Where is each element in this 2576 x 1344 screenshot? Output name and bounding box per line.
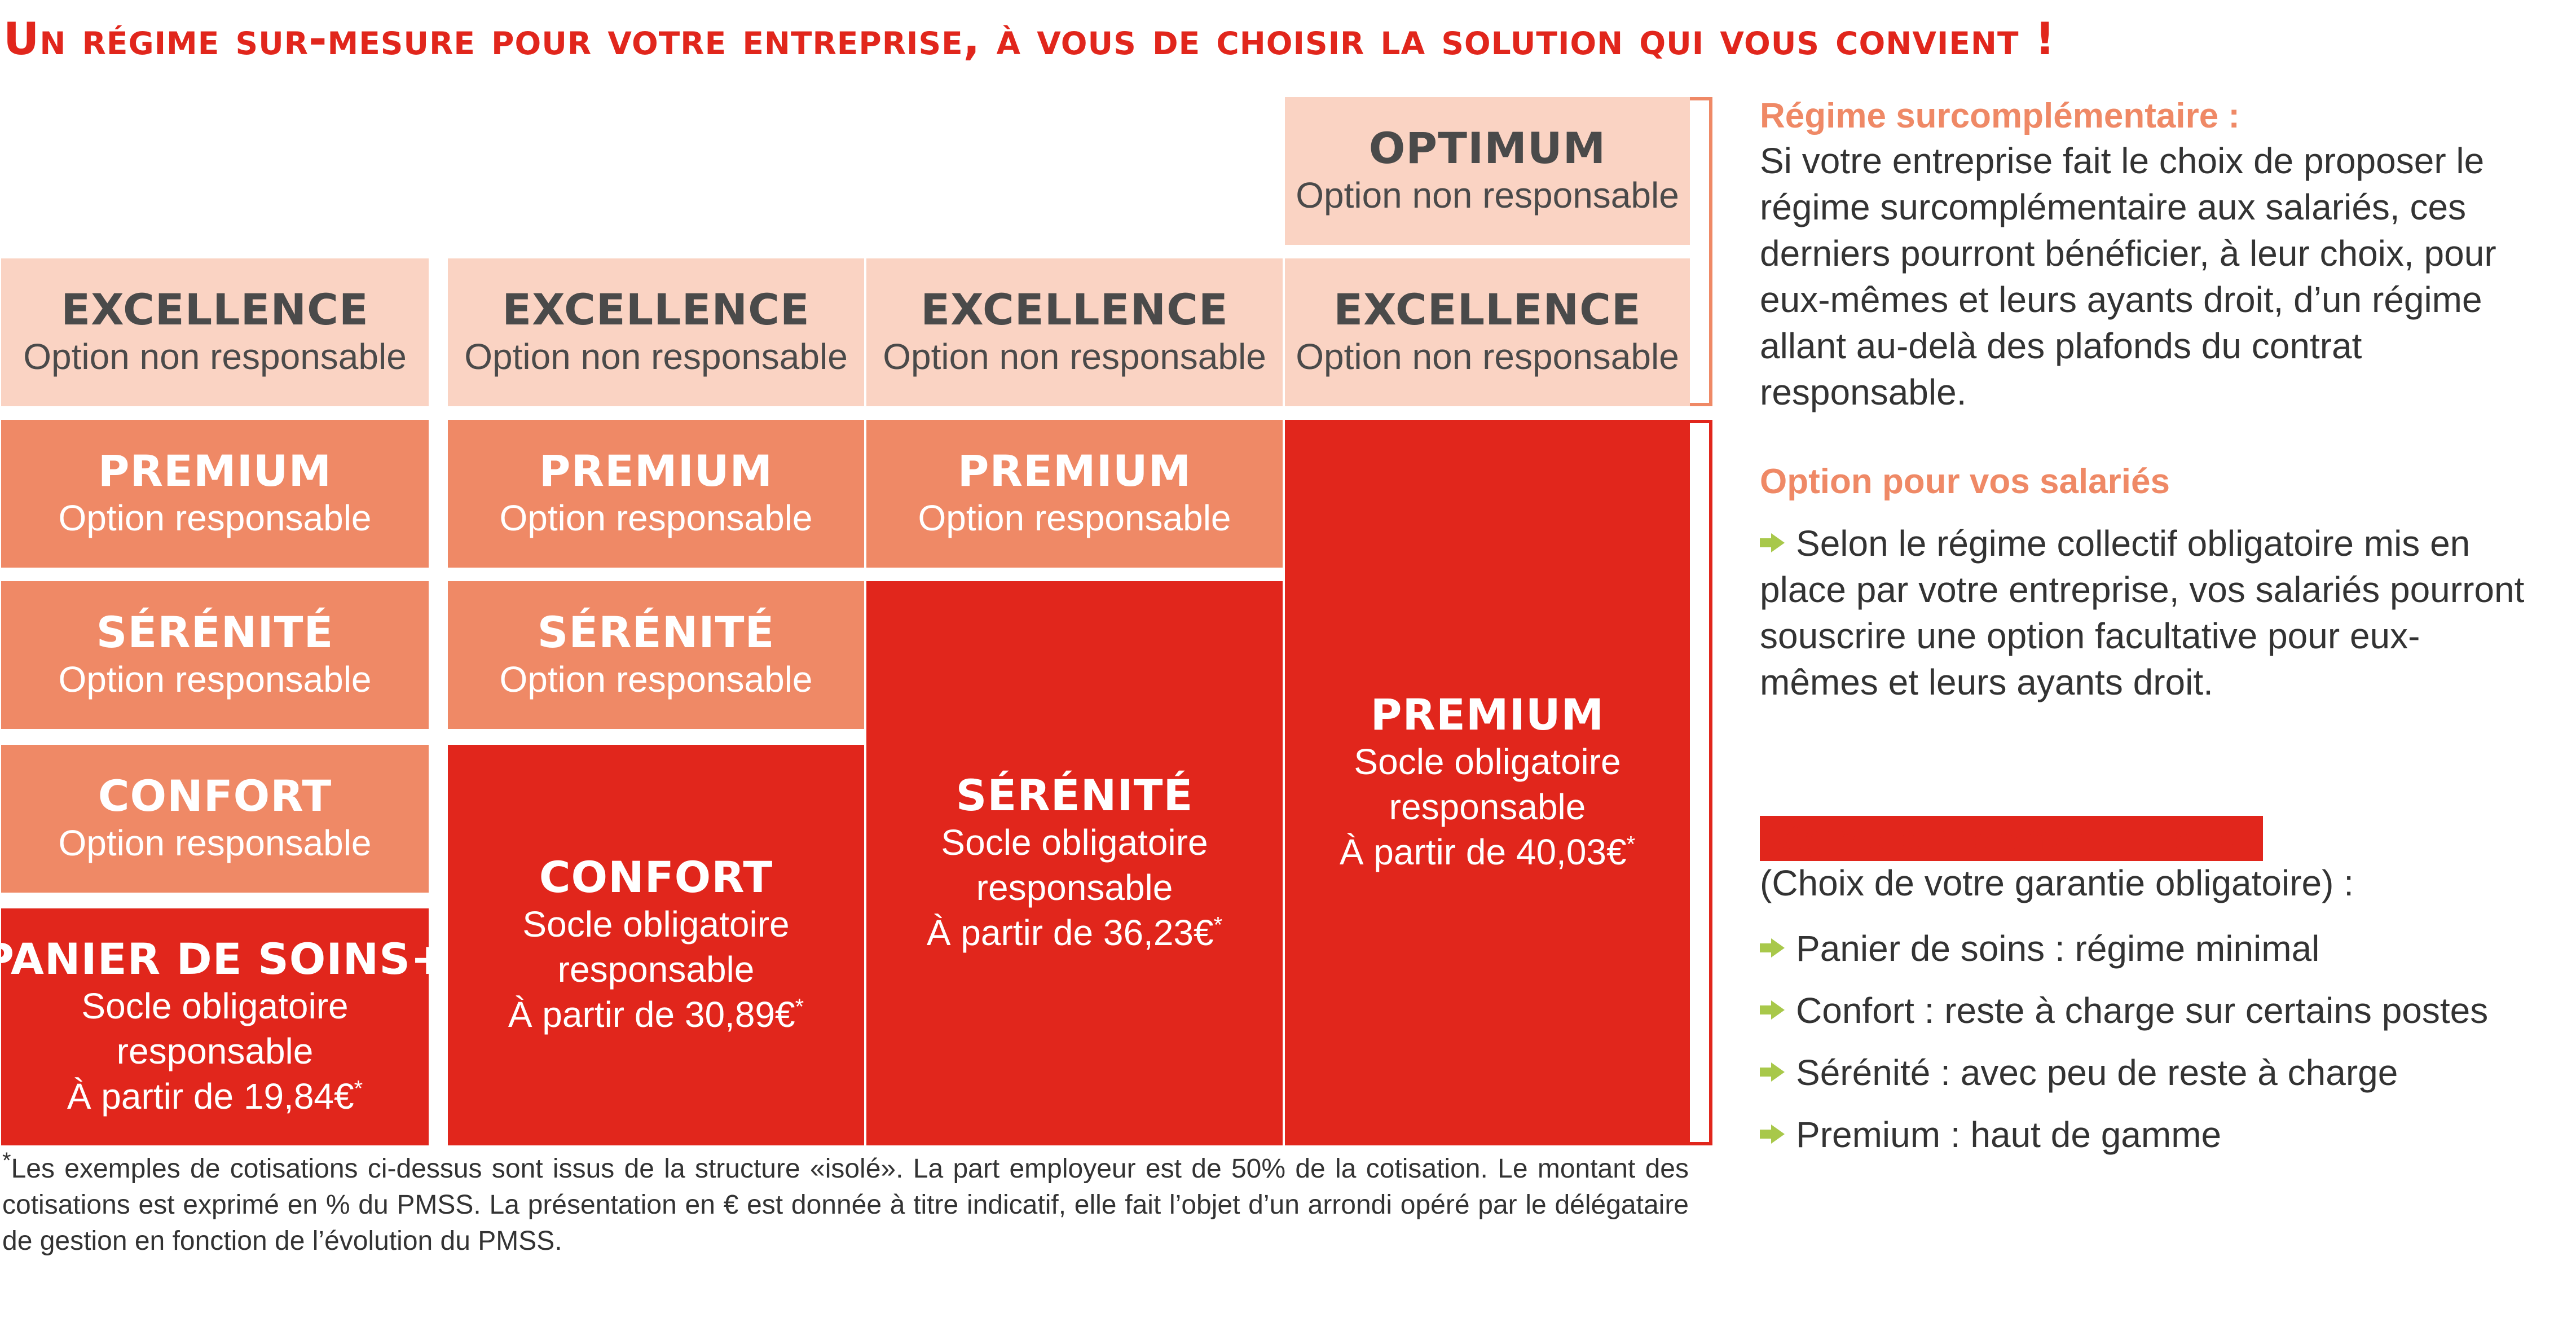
col1-confort-box: CONFORT Option responsable — [1, 745, 429, 893]
col4-base-name: PREMIUM — [1370, 689, 1605, 740]
col3-base-price: À partir de 36,23€* — [926, 912, 1223, 953]
surcomplementaire-bracket — [1690, 97, 1712, 406]
col2-base-desc: Socle obligatoire responsable — [522, 904, 790, 990]
col2-base-name: CONFORT — [539, 852, 773, 902]
col1-serenite-box: SÉRÉNITÉ Option responsable — [1, 581, 429, 729]
col2-base-box: CONFORT Socle obligatoire responsable À … — [448, 745, 864, 1145]
col2-serenite-sub: Option responsable — [499, 659, 813, 700]
col4-excellence-sub: Option non responsable — [1296, 336, 1679, 377]
col3-excellence-name: EXCELLENCE — [921, 284, 1228, 335]
col2-premium-name: PREMIUM — [539, 446, 773, 496]
col2-excellence-box: EXCELLENCE Option non responsable — [448, 258, 864, 406]
col3-excellence-box: EXCELLENCE Option non responsable — [866, 258, 1283, 406]
col2-serenite-box: SÉRÉNITÉ Option responsable — [448, 581, 864, 729]
col2-premium-box: PREMIUM Option responsable — [448, 420, 864, 568]
col1-confort-name: CONFORT — [98, 771, 332, 821]
col4-optimum-box: OPTIMUM Option non responsable — [1285, 97, 1690, 245]
col1-base-name: PANIER DE SOINS+ — [0, 934, 447, 984]
col1-base-box: PANIER DE SOINS+ Socle obligatoire respo… — [0, 908, 447, 1145]
col3-premium-sub: Option responsable — [918, 498, 1231, 538]
col2-premium-sub: Option responsable — [499, 498, 813, 538]
col4-base-box: PREMIUM Socle obligatoire responsable À … — [1285, 420, 1690, 1145]
green-arrow-icon — [1760, 1062, 1785, 1082]
col3-premium-name: PREMIUM — [957, 446, 1192, 496]
page-title: Un régime sur-mesure pour votre entrepri… — [3, 14, 2056, 65]
socle-item-serenite: Sérénité : avec peu de reste à charge — [1760, 1049, 2572, 1096]
col1-base-price: À partir de 19,84€* — [67, 1076, 363, 1117]
col4-base-desc: Socle obligatoire responsable — [1354, 741, 1621, 827]
col3-excellence-sub: Option non responsable — [883, 336, 1266, 377]
option-salaries-item: Selon le régime collectif obligatoire mi… — [1760, 523, 2525, 702]
green-arrow-icon — [1760, 1000, 1785, 1020]
col1-excellence-name: EXCELLENCE — [61, 284, 369, 335]
socle-item-panier: Panier de soins : régime minimal — [1760, 925, 2572, 972]
col1-premium-name: PREMIUM — [98, 446, 332, 496]
green-arrow-icon — [1760, 938, 1785, 958]
col4-excellence-name: EXCELLENCE — [1333, 284, 1641, 335]
col1-serenite-sub: Option responsable — [58, 659, 372, 700]
col1-premium-sub: Option responsable — [58, 498, 372, 538]
col1-confort-sub: Option responsable — [58, 823, 372, 863]
surcomplementaire-text: Si votre entreprise fait le choix de pro… — [1760, 140, 2496, 412]
col2-excellence-name: EXCELLENCE — [502, 284, 810, 335]
col3-premium-box: PREMIUM Option responsable — [866, 420, 1283, 568]
socle-heading: Régime complémentaire socle — [1760, 816, 2264, 861]
col1-excellence-sub: Option non responsable — [23, 336, 407, 377]
col4-optimum-name: OPTIMUM — [1368, 123, 1606, 173]
green-arrow-icon — [1760, 533, 1785, 553]
col1-serenite-name: SÉRÉNITÉ — [96, 607, 334, 657]
socle-subheading: (Choix de votre garantie obligatoire) : — [1760, 863, 2354, 903]
col1-base-desc: Socle obligatoire responsable — [81, 986, 349, 1071]
col2-excellence-sub: Option non responsable — [464, 336, 848, 377]
col2-base-price: À partir de 30,89€* — [508, 994, 804, 1035]
col1-premium-box: PREMIUM Option responsable — [1, 420, 429, 568]
socle-item-premium: Premium : haut de gamme — [1760, 1112, 2572, 1158]
col4-optimum-sub: Option non responsable — [1296, 175, 1679, 216]
green-arrow-icon — [1760, 1125, 1785, 1144]
col4-excellence-box: EXCELLENCE Option non responsable — [1285, 258, 1690, 406]
col3-base-box: SÉRÉNITÉ Socle obligatoire responsable À… — [866, 581, 1283, 1145]
footnote: *Les exemples de cotisations ci-dessus s… — [2, 1148, 1689, 1256]
col4-base-price: À partir de 40,03€* — [1339, 832, 1636, 872]
surcomplementaire-heading: Régime surcomplémentaire : — [1760, 96, 2240, 135]
col2-serenite-name: SÉRÉNITÉ — [537, 607, 775, 657]
col1-excellence-box: EXCELLENCE Option non responsable — [1, 258, 429, 406]
socle-bracket — [1690, 420, 1712, 1145]
socle-item-confort: Confort : reste à charge sur certains po… — [1760, 987, 2572, 1034]
col3-base-desc: Socle obligatoire responsable — [941, 822, 1208, 908]
col3-base-name: SÉRÉNITÉ — [955, 770, 1194, 820]
option-salaries-heading: Option pour vos salariés — [1760, 462, 2170, 501]
